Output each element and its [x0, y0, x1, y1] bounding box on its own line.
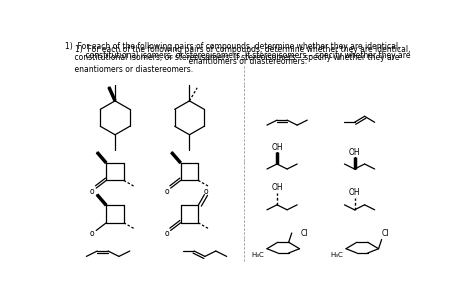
Text: OH: OH: [349, 188, 360, 197]
Text: 1)  For each of the following pairs of compounds, determine whether they are ide: 1) For each of the following pairs of co…: [65, 42, 401, 74]
Text: o: o: [164, 187, 169, 196]
Text: OH: OH: [271, 183, 283, 192]
Text: H₃C: H₃C: [251, 252, 264, 258]
Text: enantiomers or diastereomers.: enantiomers or diastereomers.: [179, 57, 307, 66]
Text: 1)  For each of the following pairs of compounds, determine whether they are ide: 1) For each of the following pairs of co…: [75, 45, 410, 54]
Text: Cl: Cl: [301, 229, 309, 238]
Text: constitutional isomers, or stereoisomers. If stereoisomers – specify whether the: constitutional isomers, or stereoisomers…: [76, 51, 410, 60]
Text: o: o: [90, 229, 95, 238]
Text: o: o: [164, 229, 169, 238]
Text: OH: OH: [349, 148, 360, 156]
Text: o: o: [204, 187, 208, 196]
Text: o: o: [90, 187, 95, 196]
Text: H₃C: H₃C: [330, 252, 343, 258]
Text: Cl: Cl: [382, 229, 389, 238]
Text: OH: OH: [271, 143, 283, 152]
